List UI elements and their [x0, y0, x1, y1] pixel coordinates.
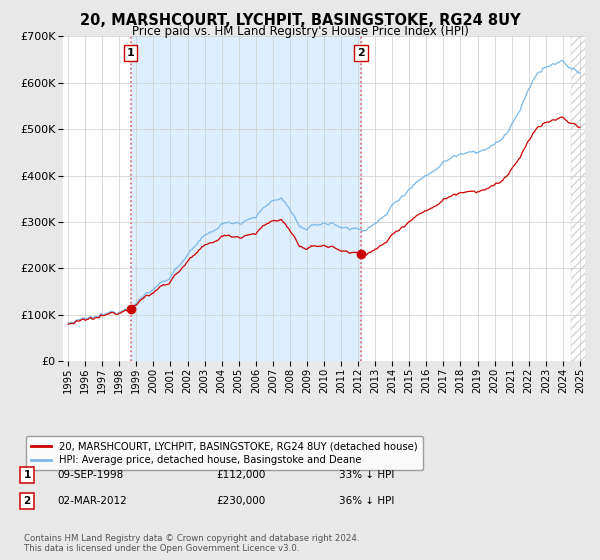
Text: 09-SEP-1998: 09-SEP-1998: [57, 470, 123, 480]
Bar: [571, 36, 593, 361]
Text: 33% ↓ HPI: 33% ↓ HPI: [339, 470, 394, 480]
Text: £230,000: £230,000: [216, 496, 265, 506]
Text: Price paid vs. HM Land Registry's House Price Index (HPI): Price paid vs. HM Land Registry's House …: [131, 25, 469, 38]
Text: 1: 1: [127, 48, 134, 58]
Text: 1: 1: [23, 470, 31, 480]
Text: £112,000: £112,000: [216, 470, 265, 480]
Text: Contains HM Land Registry data © Crown copyright and database right 2024.
This d: Contains HM Land Registry data © Crown c…: [24, 534, 359, 553]
Text: 2: 2: [357, 48, 365, 58]
Bar: [131, 36, 361, 361]
Text: 02-MAR-2012: 02-MAR-2012: [57, 496, 127, 506]
Text: 36% ↓ HPI: 36% ↓ HPI: [339, 496, 394, 506]
Text: 20, MARSHCOURT, LYCHPIT, BASINGSTOKE, RG24 8UY: 20, MARSHCOURT, LYCHPIT, BASINGSTOKE, RG…: [80, 13, 520, 28]
Text: 2: 2: [23, 496, 31, 506]
Legend: 20, MARSHCOURT, LYCHPIT, BASINGSTOKE, RG24 8UY (detached house), HPI: Average pr: 20, MARSHCOURT, LYCHPIT, BASINGSTOKE, RG…: [26, 436, 423, 470]
